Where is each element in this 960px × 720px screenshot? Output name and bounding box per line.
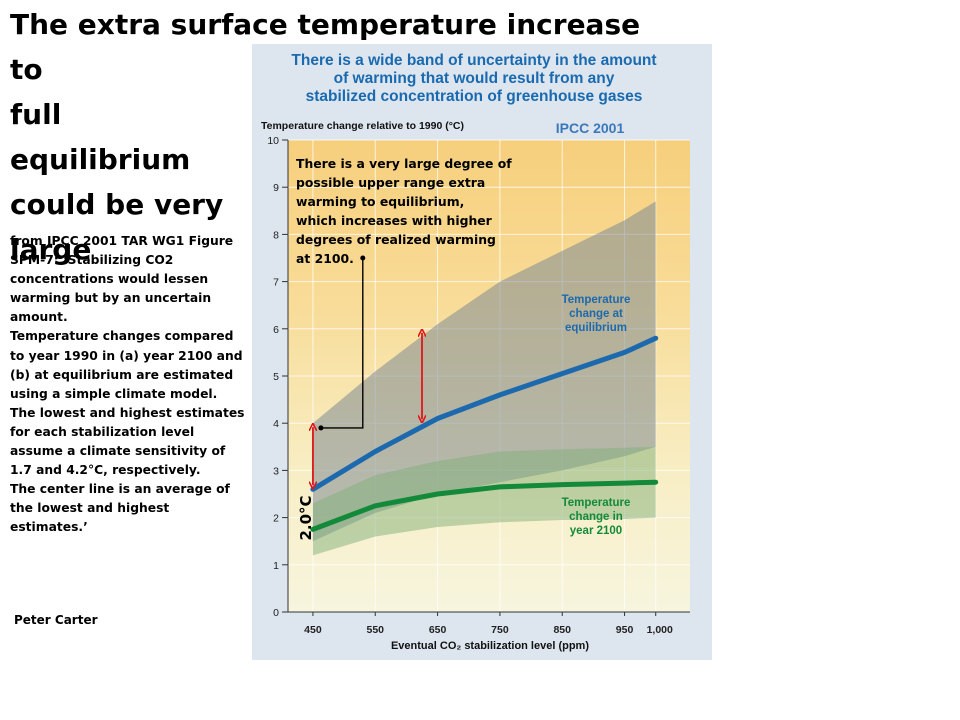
y-tick-label: 6 xyxy=(273,324,279,336)
y-tick-label: 4 xyxy=(273,418,279,430)
y-tick-label: 2 xyxy=(273,513,279,525)
y-tick-label: 8 xyxy=(273,229,279,241)
headline-line: of warming that would result from any xyxy=(334,70,615,87)
year2100-uncertainty-band xyxy=(312,446,656,556)
range-arrows xyxy=(313,333,422,485)
description-paragraph: Temperature changes compared to year 199… xyxy=(10,329,243,401)
author-credit: Peter Carter xyxy=(14,613,98,627)
title-line: large xyxy=(10,233,92,266)
y-tick-label: 5 xyxy=(273,371,279,383)
slide-title: The extra surface temperature increase t… xyxy=(10,2,680,272)
y-axis-label: Temperature change relative to 1990 (°C) xyxy=(261,120,464,132)
series-label-line: Temperature xyxy=(562,294,631,306)
x-tick-label: 850 xyxy=(553,624,571,636)
headline-line: stabilized concentration of greenhouse g… xyxy=(306,88,643,105)
y-tick-label: 9 xyxy=(273,182,279,194)
x-tick-label: 450 xyxy=(304,624,322,636)
x-axis-label: Eventual CO₂ stabilization level (ppm) xyxy=(391,640,589,652)
annotation-line: warming to equilibrium, xyxy=(296,194,464,209)
annotation-line: which increases with higher xyxy=(296,213,493,228)
callout-connector xyxy=(320,258,364,429)
equilibrium-series-label: Temperature change at equilibrium xyxy=(562,294,631,334)
description-paragraph: from IPCC 2001 TAR WG1 Figure SPM-7: ‘St… xyxy=(10,234,234,325)
y-tick-label: 7 xyxy=(273,277,279,289)
series-label-line: change in xyxy=(569,511,623,523)
callout-endpoint xyxy=(318,425,324,431)
y-tick-label: 3 xyxy=(273,465,279,477)
description-paragraph: The lowest and highest estimates for eac… xyxy=(10,405,245,478)
equilibrium-center-line xyxy=(310,335,659,492)
year2100-center-line xyxy=(310,479,659,532)
x-tick-label: 750 xyxy=(491,624,509,636)
headline-line: There is a wide band of uncertainty in t… xyxy=(291,52,656,69)
figure-description: from IPCC 2001 TAR WG1 Figure SPM-7: ‘St… xyxy=(10,232,248,538)
title-line: full equilibrium xyxy=(10,98,191,176)
figure-headline: There is a wide band of uncertainty in t… xyxy=(291,52,656,105)
year2100-series-label: Temperature change in year 2100 xyxy=(562,497,631,537)
series-label-line: Temperature xyxy=(562,497,631,509)
uncertainty-bands xyxy=(312,201,656,556)
x-tick-label: 650 xyxy=(429,624,447,636)
y-tick-label: 1 xyxy=(273,560,279,572)
y-tick-label: 0 xyxy=(273,607,279,619)
series-label-line: year 2100 xyxy=(570,525,622,537)
callout-endpoint xyxy=(360,255,366,261)
x-tick-label: 950 xyxy=(616,624,634,636)
annotation-line: degrees of realized warming xyxy=(296,232,496,247)
title-line: could be very xyxy=(10,188,224,221)
x-tick-label: 1,000 xyxy=(647,624,673,636)
gap-label: 2.0°C xyxy=(297,495,315,540)
series-label-line: equilibrium xyxy=(565,322,627,334)
series-label-line: change at xyxy=(569,308,623,320)
axes: 0 1 2 3 4 5 6 7 8 9 10 450 550 650 750 850 950 1,000 xyxy=(267,135,690,636)
title-line: The extra surface temperature increase t… xyxy=(10,8,641,86)
annotation-line: There is a very large degree of xyxy=(296,156,512,171)
annotation-line: possible upper range extra xyxy=(296,175,485,190)
description-paragraph: The center line is an average of the low… xyxy=(10,482,230,535)
ipcc-figure: There is a wide band of uncertainty in t… xyxy=(252,44,712,660)
x-tick-label: 550 xyxy=(366,624,384,636)
annotation-line: at 2100. xyxy=(296,251,354,266)
annotation-callout xyxy=(318,255,366,431)
source-label: IPCC 2001 xyxy=(556,120,625,136)
series-lines xyxy=(310,335,659,532)
annotation-text: There is a very large degree of possible… xyxy=(296,156,512,266)
y-tick-label: 10 xyxy=(267,135,279,147)
